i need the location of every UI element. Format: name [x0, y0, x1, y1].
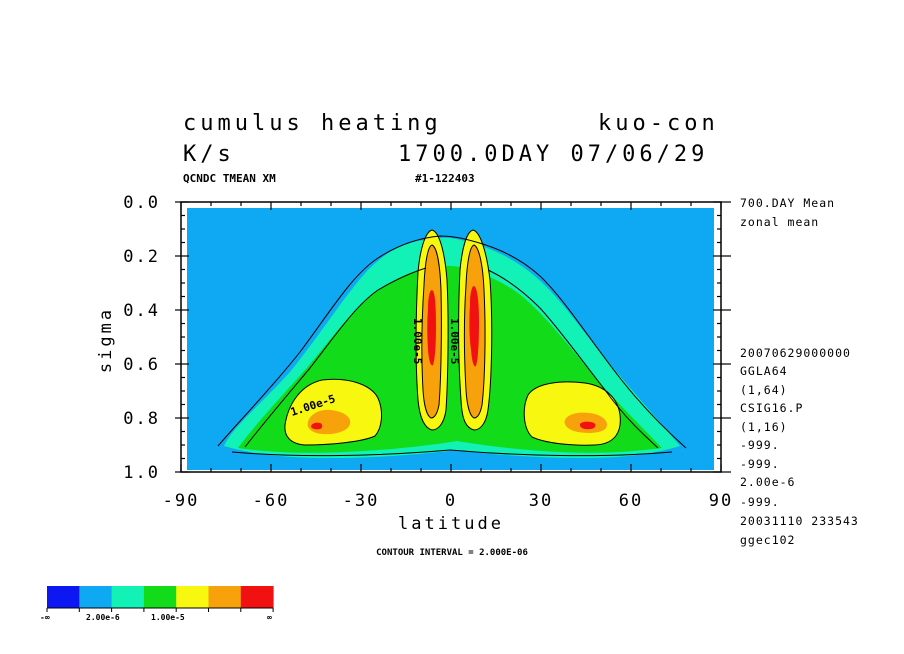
side-info-line: 2.00e-6: [740, 475, 795, 489]
contour-line-eq-left: [415, 229, 449, 431]
colorbar-label: -∞: [40, 613, 50, 622]
chart-title: cumulus heating: [183, 111, 442, 136]
side-info-line: zonal mean: [740, 215, 819, 229]
band-red-eq-right: [469, 286, 479, 367]
contour-label: 1.00e-5: [448, 318, 461, 364]
y-tick-label: 1.0: [123, 463, 160, 483]
contour-interval-label: CONTOUR INTERVAL = 2.000E-06: [376, 548, 528, 558]
axis-ticks: [175, 201, 731, 473]
colorbar-swatch: [208, 586, 242, 608]
side-info-line: GGLA64: [740, 364, 788, 378]
side-info-line: 20031110 233543: [740, 514, 859, 528]
contour-line-eq-left-inner: [421, 244, 442, 419]
contour-line-outer: [217, 235, 687, 449]
band-red-eq-left: [427, 290, 436, 366]
colorbar-label: 1.00e-5: [151, 613, 185, 622]
side-info-line: 20070629000000: [740, 346, 851, 360]
side-info-line: (1,16): [740, 420, 788, 434]
y-axis-title: sigma: [96, 307, 116, 373]
contour-line-eq-right: [458, 229, 493, 431]
time-label: 1700.0DAY 07/06/29: [398, 142, 708, 167]
contour-label: 1.00e-5: [411, 318, 424, 364]
contour-line-yellow-left: [284, 378, 383, 446]
units-label: K/s: [183, 142, 235, 167]
band-red-left-small: [311, 422, 323, 430]
x-tick-label: -60: [253, 491, 290, 511]
y-tick-label: 0.2: [123, 247, 160, 267]
tick-labels: -90 -60 -30 0 30 60 90 0.0 0.2 0.4 0.6 0.8 1.0: [123, 193, 733, 511]
band-red-right-small: [579, 421, 596, 430]
side-info: 700.DAY Mean zonal mean 20070629000000 G…: [740, 196, 859, 547]
y-tick-label: 0.6: [123, 355, 160, 375]
side-info-line: 700.DAY Mean: [740, 196, 835, 210]
variable-label: QCNDC TMEAN XM: [183, 172, 276, 185]
x-tick-label: -90: [163, 491, 200, 511]
y-tick-label: 0.4: [123, 301, 160, 321]
colorbar-label: ∞: [267, 613, 272, 622]
contour-line-green-right: [487, 269, 659, 449]
colorbar-swatch: [176, 586, 209, 608]
x-axis-title: latitude: [398, 514, 504, 534]
x-tick-label: 60: [619, 491, 643, 511]
colorbar-swatch: [111, 586, 145, 608]
x-tick-label: 90: [709, 491, 733, 511]
colorbar-swatch: [143, 586, 177, 608]
y-tick-label: 0.8: [123, 409, 160, 429]
run-id-label: #1-122403: [415, 172, 475, 185]
contour-line-green-left: [244, 267, 427, 448]
x-tick-label: -30: [343, 491, 380, 511]
side-info-line: -999.: [740, 495, 780, 509]
contour-plot: 1.00e-5 1.00e-5 1.00e-5: [187, 208, 714, 470]
side-info-line: ggec102: [740, 533, 795, 547]
side-info-line: -999.: [740, 438, 780, 452]
side-info-line: CSIG16.P: [740, 401, 803, 415]
y-tick-label: 0.0: [123, 193, 160, 213]
colorbar-swatch: [47, 586, 80, 608]
side-info-line: -999.: [740, 457, 780, 471]
contour-line-eq-right-inner: [464, 244, 486, 419]
contour-line-yellow-right: [523, 381, 621, 446]
x-tick-label: 30: [529, 491, 553, 511]
colorbar-swatch: [240, 586, 274, 608]
experiment-name: kuo-con: [598, 111, 719, 136]
x-tick-label: 0: [445, 491, 457, 511]
colorbar: [46, 586, 274, 612]
side-info-line: (1,64): [740, 383, 788, 397]
colorbar-label: 2.00e-6: [86, 613, 120, 622]
contour-lines: [217, 229, 687, 457]
colorbar-swatch: [79, 586, 113, 608]
contour-line-bottom: [231, 449, 673, 457]
